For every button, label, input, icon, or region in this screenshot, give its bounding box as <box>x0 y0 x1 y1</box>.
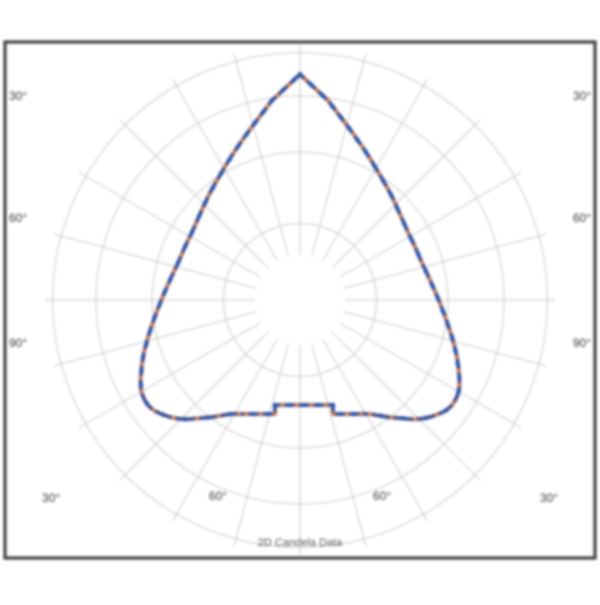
svg-text:30°: 30° <box>9 89 27 103</box>
svg-text:2D Candela Data: 2D Candela Data <box>258 537 343 549</box>
svg-text:60°: 60° <box>9 211 27 225</box>
svg-text:30°: 30° <box>573 89 591 103</box>
svg-text:90°: 90° <box>573 336 591 350</box>
svg-text:60°: 60° <box>209 489 227 503</box>
svg-text:90°: 90° <box>9 336 27 350</box>
svg-text:30°: 30° <box>540 491 558 505</box>
svg-text:60°: 60° <box>373 489 391 503</box>
svg-text:30°: 30° <box>42 491 60 505</box>
svg-text:60°: 60° <box>573 211 591 225</box>
